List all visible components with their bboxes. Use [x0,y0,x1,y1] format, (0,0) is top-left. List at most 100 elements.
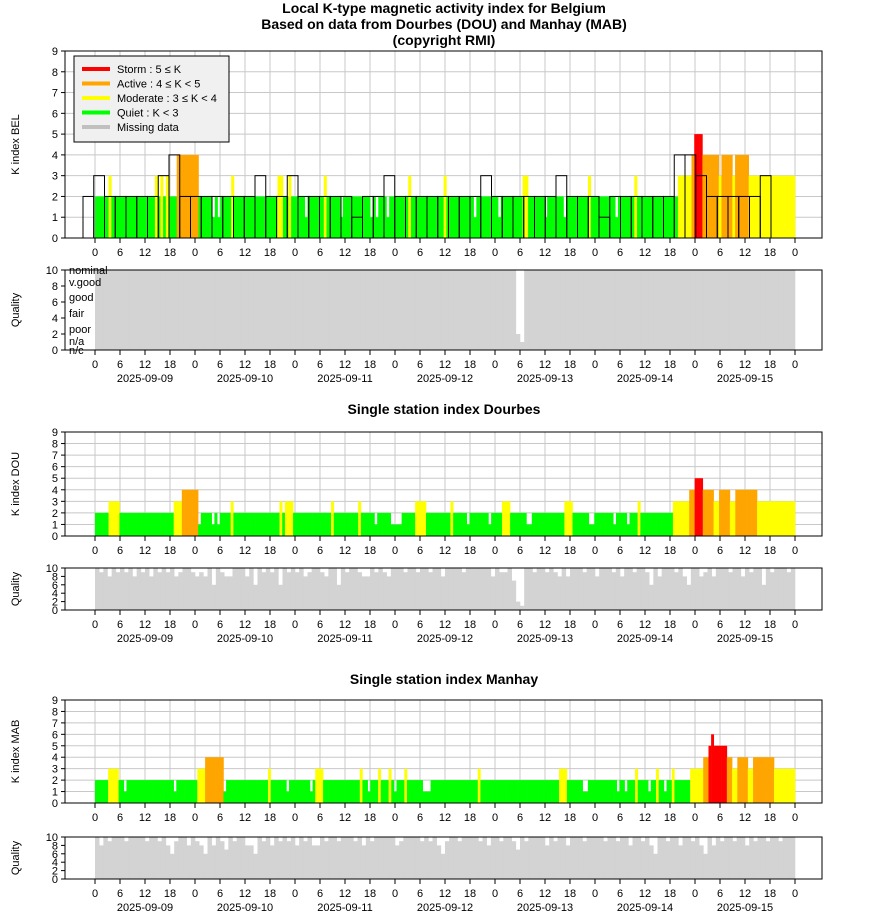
mab-quality-bar [632,837,637,879]
bel-ytick-label: 9 [52,46,58,58]
dou-bar [276,512,280,536]
dou-quality-bar [103,568,108,610]
quality-label-good: good [69,292,93,304]
dou-quality-bar [136,568,142,610]
dou-bar [282,512,286,536]
dou-bar [184,489,188,536]
mab-quality-bar [324,841,329,879]
dou-quality-bar [157,572,162,610]
mab-bar [674,780,678,803]
bel-bar [481,196,485,238]
mab-bar [787,768,791,803]
mab-bar [663,791,667,803]
bel-bar [160,175,164,238]
mab-quality-bar [403,837,408,879]
bel-quality-bar [657,270,662,350]
dou-bar [643,512,647,536]
dou-bar [132,512,136,536]
dou-quality-date-label: 2025-09-15 [717,633,773,645]
dou-bar [618,512,622,536]
dou-quality-bar [757,568,762,610]
bel-quality-bar [370,270,375,350]
dou-quality-bar [411,568,417,610]
bel-quality-bar [553,270,558,350]
dou-quality-bar [95,568,100,610]
bel-quality-bar [686,270,692,350]
dou-bar [100,512,104,536]
quality-label-poor: poor [69,324,91,336]
bel-bar [394,196,398,238]
bel-quality-bar [549,270,554,350]
mab-bar [328,780,332,803]
bel-quality-bar [782,270,787,350]
mab-bar [776,768,780,803]
bel-quality-xtick-label: 12 [439,359,451,371]
bel-bar [269,196,273,238]
dou-quality-bar [486,568,492,610]
dou-bar [515,512,519,536]
mab-quality-bar [132,837,137,879]
bel-bar [544,217,548,238]
mab-quality-bar [574,837,579,879]
bel-quality-bar [532,270,537,350]
mab-bar [590,780,594,803]
mab-bar [173,791,177,803]
mab-bar [446,780,450,803]
bel-quality-bar [561,270,567,350]
mab-quality-bar [607,837,612,879]
dou-bar [160,512,164,536]
bel-bar [168,196,172,238]
bel-bar [620,196,624,238]
dou-bar [445,512,449,536]
dou-quality-bar [440,576,446,610]
mab-bar [184,780,188,803]
bel-quality-bar [774,270,779,350]
bel-bar [786,175,790,238]
mab-bar [359,768,363,803]
dou-xtick-label: 18 [164,545,176,557]
dou-quality-bar [774,568,779,610]
bel-quality-bar [128,270,133,350]
mab-bar [362,780,366,803]
bel-bar [568,196,572,238]
bel-bar [427,196,431,238]
dou-bar [146,512,150,536]
dou-quality-bar [449,568,454,610]
mab-bar [189,780,193,803]
mab-quality-xtick-label: 12 [139,888,151,900]
mab-xtick-label: 12 [439,812,451,824]
mab-bar [697,768,701,803]
dou-bar [564,501,568,536]
mab-bar [527,780,531,803]
mab-bar [483,780,486,803]
bel-quality-bar [499,270,504,350]
bel-quality-bar [540,270,546,350]
bel-bar [664,196,668,238]
mab-quality-bar [432,837,437,879]
mab-quality-bar [507,837,512,879]
dou-quality-bar [145,568,150,610]
bel-bar [718,175,722,238]
bel-quality-bar [628,270,633,350]
dou-quality-bar [186,568,192,610]
dou-quality-bar [386,576,392,610]
bel-bar [517,196,521,238]
bel-quality-bar [511,270,517,350]
dou-quality-bar [390,568,396,610]
bel-quality-xtick-label: 18 [764,359,776,371]
dou-bar [396,524,400,536]
bel-quality-bar [690,270,696,350]
dou-quality-bar [661,568,667,610]
bel-bar [778,175,782,238]
bel-quality-bar [378,270,383,350]
mab-bar [454,780,458,803]
dou-quality-bar [445,568,450,610]
dou-quality-bar [153,568,158,610]
bel-quality-date-label: 2025-09-09 [117,373,173,385]
bel-bar [119,196,123,238]
dou-bar [686,501,690,536]
mab-xtick-label: 0 [792,812,798,824]
mab-bar [414,780,418,803]
dou-bar [122,512,126,536]
